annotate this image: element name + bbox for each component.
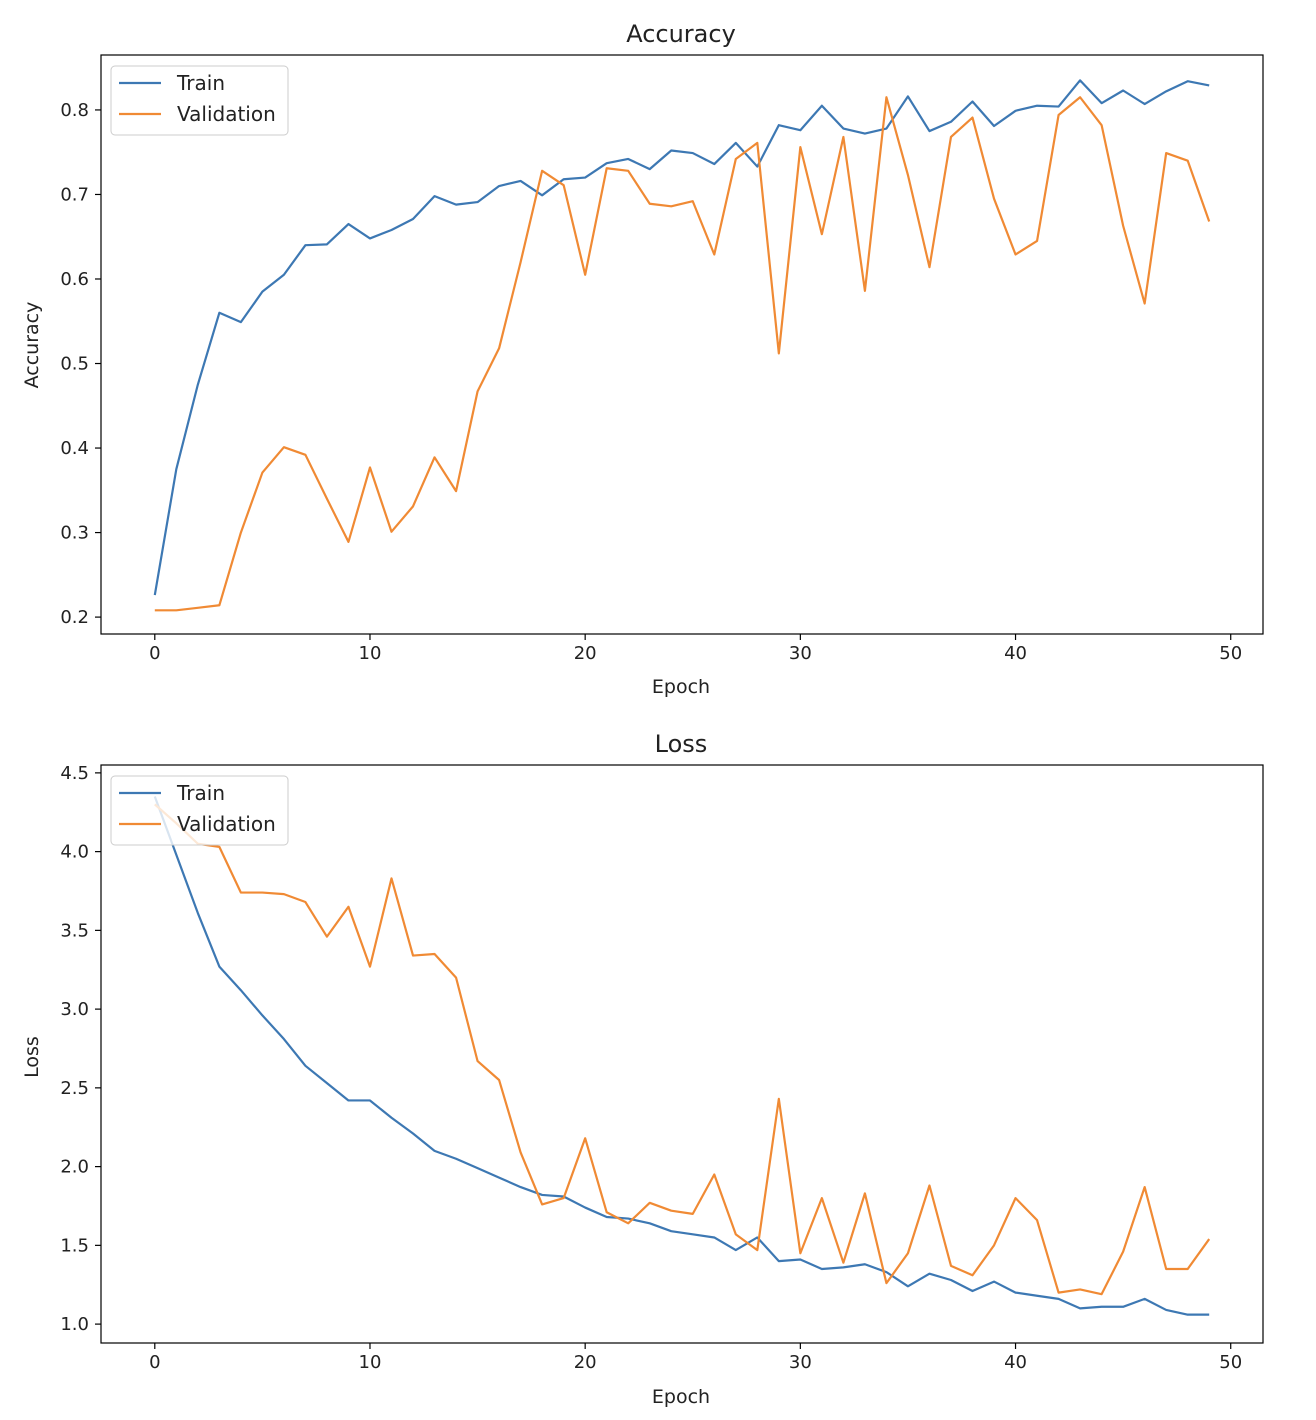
loss-plot-lines: [153, 796, 1211, 1316]
accuracy-plot-lines: [153, 79, 1211, 612]
accuracy-x-tick-label: 0: [149, 643, 160, 664]
accuracy-train-series-line: [153, 79, 1210, 596]
loss-chart: Loss 0 10 20 30 40 50 1.0 1.5 2.0 2.5 3.0 3.5 4.0 4.5…: [21, 730, 1264, 1408]
loss-plot-frame: [100, 764, 1264, 1344]
loss-y-tick-label: 2.0: [60, 1157, 89, 1178]
accuracy-y-tick-label: 0.2: [60, 607, 89, 628]
accuracy-y-tick-label: 0.8: [60, 100, 89, 121]
loss-chart-title: Loss: [655, 730, 708, 758]
accuracy-x-tick-label: 40: [1004, 643, 1027, 664]
accuracy-y-axis-label: Accuracy: [21, 302, 43, 389]
accuracy-x-tick-label: 20: [574, 643, 597, 664]
loss-axis-ticks: 0 10 20 30 40 50 1.0 1.5 2.0 2.5 3.0 3.5 4.0 4.5: [60, 763, 1242, 1373]
loss-validation-series-line: [154, 803, 1211, 1296]
loss-y-tick-label: 3.0: [60, 999, 89, 1020]
loss-y-tick-label: 4.5: [60, 763, 89, 784]
loss-y-tick-label: 2.5: [60, 1078, 89, 1099]
accuracy-x-tick-label: 10: [359, 643, 382, 664]
loss-y-tick-label: 4.0: [60, 842, 89, 863]
accuracy-axis-ticks: 0 10 20 30 40 50 0.2 0.3 0.4 0.5 0.6 0.7 0.8: [60, 100, 1242, 664]
loss-x-tick-label: 20: [574, 1352, 597, 1373]
loss-x-tick-label: 0: [149, 1352, 160, 1373]
accuracy-y-tick-label: 0.6: [60, 269, 89, 290]
accuracy-y-tick-label: 0.4: [60, 438, 89, 459]
accuracy-y-tick-label: 0.3: [60, 523, 89, 544]
loss-y-axis-label: Loss: [21, 1036, 43, 1078]
accuracy-x-axis-label: Epoch: [652, 676, 710, 698]
accuracy-x-tick-label: 30: [789, 643, 812, 664]
loss-legend-validation-label: Validation: [177, 812, 276, 836]
loss-y-tick-label: 1.5: [60, 1235, 89, 1256]
accuracy-y-tick-label: 0.7: [60, 184, 89, 205]
loss-train-series-line: [153, 796, 1210, 1316]
accuracy-validation-series-line: [154, 96, 1211, 612]
loss-y-tick-label: 1.0: [60, 1314, 89, 1335]
loss-x-axis-label: Epoch: [652, 1386, 710, 1408]
accuracy-plot-frame: [100, 54, 1264, 635]
loss-x-tick-label: 30: [789, 1352, 812, 1373]
accuracy-legend-validation-label: Validation: [177, 102, 276, 126]
accuracy-legend-train-label: Train: [176, 71, 225, 95]
loss-legend-train-label: Train: [176, 781, 225, 805]
accuracy-legend: Train Validation: [110, 65, 289, 136]
loss-legend: Train Validation: [110, 775, 289, 846]
loss-x-tick-label: 10: [359, 1352, 382, 1373]
loss-x-tick-label: 40: [1004, 1352, 1027, 1373]
accuracy-x-tick-label: 50: [1219, 643, 1242, 664]
loss-x-tick-label: 50: [1219, 1352, 1242, 1373]
accuracy-chart-title: Accuracy: [626, 20, 736, 48]
accuracy-y-tick-label: 0.5: [60, 354, 89, 375]
loss-y-tick-label: 3.5: [60, 920, 89, 941]
accuracy-chart: Accuracy 0 10 20 30 40 50 0.2 0.3 0.4 0.5 0.6 0.7 0.…: [21, 20, 1264, 698]
